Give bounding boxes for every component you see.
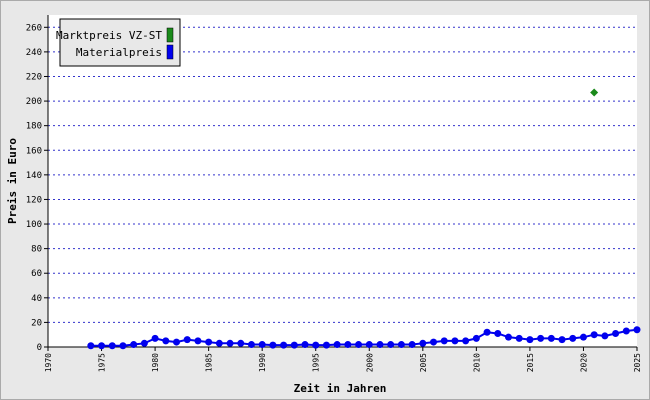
y-tick-label: 200 bbox=[26, 97, 42, 107]
legend-box bbox=[59, 18, 181, 67]
data-point bbox=[590, 88, 599, 97]
data-point bbox=[173, 338, 181, 346]
data-point bbox=[130, 341, 138, 349]
data-point bbox=[462, 337, 470, 345]
y-tick-label: 60 bbox=[31, 269, 42, 279]
series-line bbox=[90, 328, 638, 347]
x-tick-label: 2025 bbox=[633, 353, 642, 372]
data-point bbox=[440, 337, 448, 345]
legend-swatch bbox=[166, 27, 174, 43]
data-point bbox=[387, 341, 395, 349]
data-point bbox=[526, 336, 534, 344]
x-tick-label: 2015 bbox=[526, 353, 535, 372]
data-point bbox=[483, 328, 491, 336]
data-point bbox=[215, 339, 223, 347]
y-tick-label: 100 bbox=[26, 220, 42, 230]
legend-swatch bbox=[166, 44, 174, 60]
data-point bbox=[237, 339, 245, 347]
x-tick-label: 1975 bbox=[98, 353, 107, 372]
y-tick-label: 140 bbox=[26, 171, 42, 181]
data-point bbox=[558, 336, 566, 344]
x-tick-label: 1970 bbox=[44, 353, 53, 372]
data-point bbox=[355, 341, 363, 349]
data-point bbox=[397, 341, 405, 349]
y-tick-label: 220 bbox=[26, 72, 42, 82]
legend-label: Materialpreis bbox=[76, 46, 162, 59]
x-tick-label: 1995 bbox=[312, 353, 321, 372]
y-tick-label: 180 bbox=[26, 122, 42, 132]
data-point bbox=[269, 341, 277, 349]
y-tick-label: 160 bbox=[26, 146, 42, 156]
data-point bbox=[87, 342, 95, 350]
data-point bbox=[194, 337, 202, 345]
data-point bbox=[376, 341, 384, 349]
data-point bbox=[622, 327, 630, 335]
data-point bbox=[515, 334, 523, 342]
y-tick-label: 120 bbox=[26, 195, 42, 205]
x-tick-label: 2005 bbox=[419, 353, 428, 372]
data-point bbox=[344, 341, 352, 349]
y-axis-label: Preis in Euro bbox=[6, 138, 19, 224]
x-tick-label: 2010 bbox=[472, 353, 481, 372]
data-point bbox=[579, 333, 587, 341]
data-point bbox=[601, 332, 609, 340]
data-point bbox=[504, 333, 512, 341]
data-point bbox=[162, 337, 170, 345]
data-point bbox=[205, 338, 213, 346]
y-tick-label: 240 bbox=[26, 48, 42, 58]
data-point bbox=[333, 341, 341, 349]
data-point bbox=[280, 341, 288, 349]
y-tick-label: 20 bbox=[31, 318, 42, 328]
x-tick-label: 2020 bbox=[579, 353, 588, 372]
data-point bbox=[301, 341, 309, 349]
y-tick-label: 80 bbox=[31, 245, 42, 255]
x-tick-label: 1990 bbox=[258, 353, 267, 372]
data-point bbox=[494, 329, 502, 337]
data-point bbox=[312, 341, 320, 349]
data-point bbox=[408, 341, 416, 349]
data-point bbox=[451, 337, 459, 345]
x-tick-label: 1985 bbox=[205, 353, 214, 372]
x-axis-label: Zeit in Jahren bbox=[294, 382, 387, 395]
data-point bbox=[119, 342, 127, 350]
data-point bbox=[590, 331, 598, 339]
data-point bbox=[537, 334, 545, 342]
data-point bbox=[98, 342, 106, 350]
data-point bbox=[247, 341, 255, 349]
y-tick-label: 260 bbox=[26, 23, 42, 33]
data-point bbox=[612, 329, 620, 337]
data-point bbox=[322, 341, 330, 349]
y-tick-label: 40 bbox=[31, 294, 42, 304]
data-point bbox=[108, 342, 116, 350]
x-tick-label: 2000 bbox=[365, 353, 374, 372]
data-point bbox=[290, 341, 298, 349]
data-point bbox=[140, 339, 148, 347]
y-tick-label: 0 bbox=[37, 343, 42, 353]
legend-label: Marktpreis VZ-ST bbox=[56, 29, 162, 42]
data-point bbox=[258, 341, 266, 349]
data-point bbox=[419, 339, 427, 347]
legend: Marktpreis VZ-ST Materialpreis bbox=[56, 18, 181, 67]
x-tick-label: 1980 bbox=[151, 353, 160, 372]
data-point bbox=[151, 334, 159, 342]
data-point bbox=[547, 334, 555, 342]
data-point bbox=[183, 336, 191, 344]
data-point bbox=[365, 341, 373, 349]
plot-area bbox=[48, 15, 637, 347]
data-point bbox=[226, 339, 234, 347]
data-point bbox=[569, 334, 577, 342]
data-point bbox=[633, 326, 641, 334]
data-point bbox=[472, 334, 480, 342]
data-point bbox=[430, 338, 438, 346]
